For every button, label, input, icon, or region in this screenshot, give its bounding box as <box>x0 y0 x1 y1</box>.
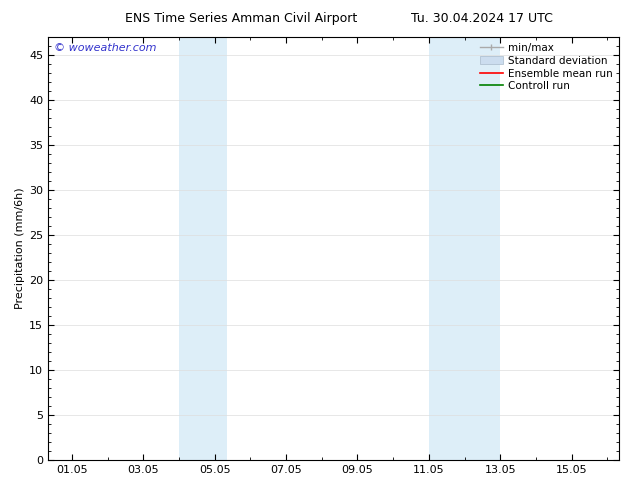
Bar <box>179 37 226 460</box>
Text: Tu. 30.04.2024 17 UTC: Tu. 30.04.2024 17 UTC <box>411 12 553 25</box>
Bar <box>429 37 500 460</box>
Y-axis label: Precipitation (mm/6h): Precipitation (mm/6h) <box>15 188 25 309</box>
Legend: min/max, Standard deviation, Ensemble mean run, Controll run: min/max, Standard deviation, Ensemble me… <box>476 39 617 95</box>
Text: ENS Time Series Amman Civil Airport: ENS Time Series Amman Civil Airport <box>125 12 357 25</box>
Text: © woweather.com: © woweather.com <box>54 44 157 53</box>
